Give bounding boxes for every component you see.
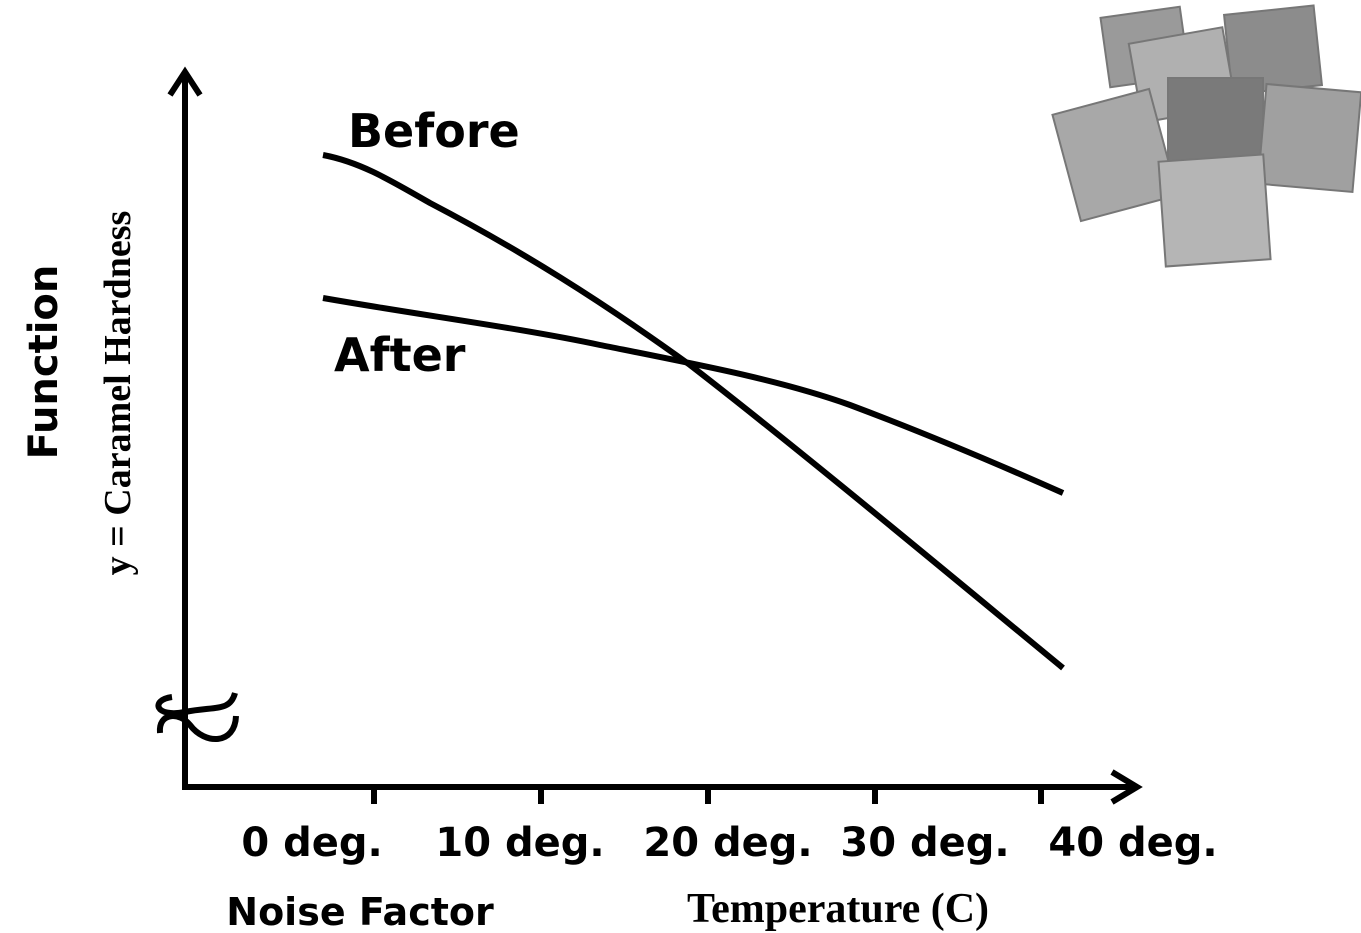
y-axis-subtitle: y = Caramel Hardness xyxy=(97,211,139,576)
after-label: After xyxy=(334,328,466,382)
axis-break xyxy=(158,693,236,739)
x-tick-label: 0 deg. xyxy=(241,820,382,866)
x-tick-label: 30 deg. xyxy=(840,820,1009,866)
x-tick-label: 10 deg. xyxy=(435,820,604,866)
y-axis-title: Function xyxy=(21,265,67,460)
x-axis-title: Noise Factor xyxy=(226,890,494,933)
caramel-picture xyxy=(1052,6,1361,267)
axes xyxy=(170,72,1137,804)
x-axis-subtitle: Temperature (C) xyxy=(687,886,989,932)
diagram: Before After Function y = Caramel Hardne… xyxy=(0,0,1361,933)
curves xyxy=(323,155,1063,668)
x-tick-label: 40 deg. xyxy=(1048,820,1217,866)
before-curve xyxy=(323,155,1063,668)
before-label: Before xyxy=(348,104,520,158)
x-tick-label: 20 deg. xyxy=(643,820,812,866)
